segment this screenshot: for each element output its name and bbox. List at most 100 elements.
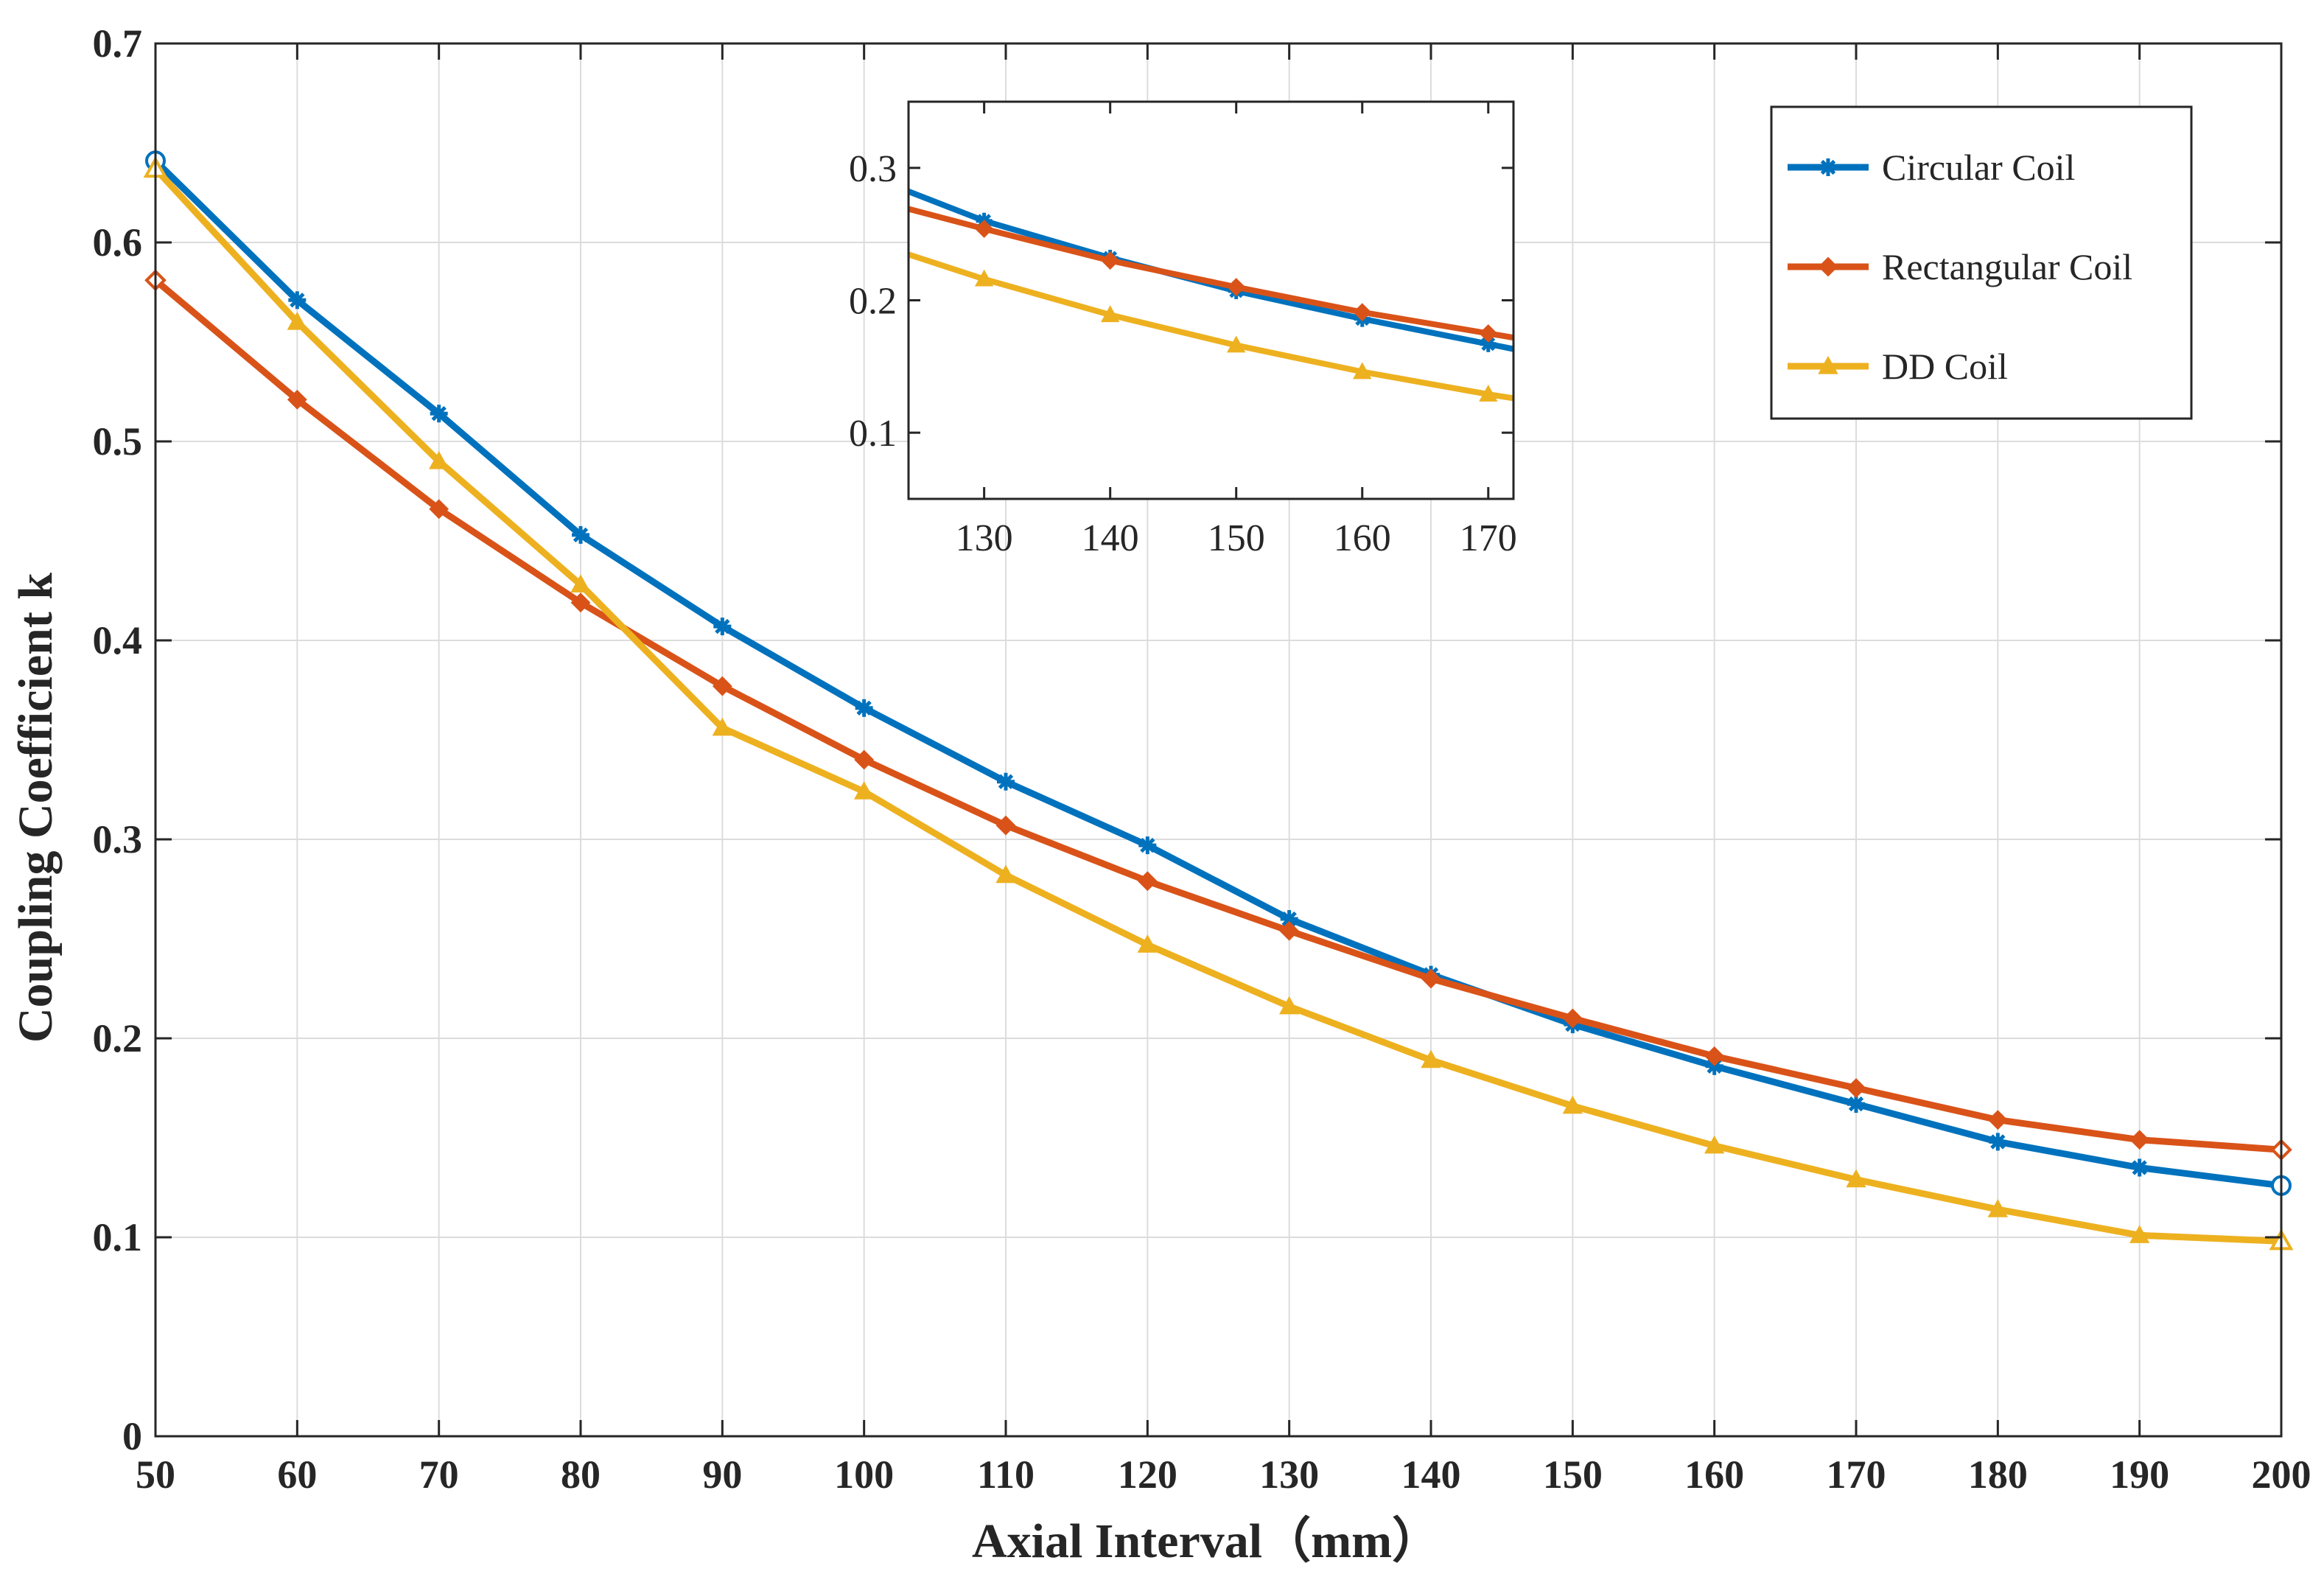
asterisk-marker [430, 405, 448, 423]
asterisk-marker [713, 618, 732, 636]
series-line [153, 158, 2282, 1189]
triangle-marker [428, 450, 449, 469]
triangle-marker [1987, 1199, 2009, 1217]
diamond-marker [1987, 1110, 2008, 1130]
triangle-marker [1704, 1135, 1725, 1154]
asterisk-marker [572, 525, 589, 544]
diamond-marker [2129, 1130, 2150, 1150]
asterisk-marker [1819, 158, 1837, 176]
triangle-marker [570, 574, 591, 592]
asterisk-center [1709, 1061, 1720, 1071]
x-axis-title: Axial Interval（mm） [972, 1514, 1441, 1568]
diamond-marker [1279, 920, 1300, 941]
asterisk-marker [1847, 1095, 1865, 1113]
triangle-marker [1479, 385, 1498, 402]
legend-label: Rectangular Coil [1882, 246, 2132, 287]
main-axes-box [154, 42, 2283, 1438]
x-tick-label: 110 [977, 1452, 1035, 1497]
diamond-marker [1562, 1008, 1583, 1029]
triangle-marker [712, 717, 733, 736]
x-tick-label: 100 [834, 1452, 894, 1497]
y-tick-label: 0.2 [93, 1016, 143, 1060]
x-tick-label: 90 [702, 1452, 742, 1497]
y-tick-label: 0.1 [93, 1215, 143, 1259]
diamond-marker [429, 499, 449, 520]
triangle-marker [287, 311, 308, 330]
asterisk-center [292, 295, 302, 305]
x-tick-label: 160 [1684, 1452, 1744, 1497]
diamond-marker [1101, 251, 1120, 270]
legend-label: Circular Coil [1882, 147, 2075, 188]
inset-y-tick-label: 0.3 [849, 148, 897, 190]
diamond-marker [1818, 256, 1838, 277]
triangle-marker [1562, 1095, 1583, 1114]
asterisk-center [1992, 1136, 2003, 1147]
triangle-marker [1353, 362, 1372, 380]
x-tick-label: 80 [561, 1452, 601, 1497]
asterisk-marker [855, 699, 873, 717]
asterisk-marker [2130, 1158, 2149, 1177]
asterisk-center [1851, 1099, 1861, 1109]
asterisk-marker [288, 291, 307, 310]
y-tick-label: 0.6 [93, 220, 143, 265]
x-tick-label: 70 [419, 1452, 459, 1497]
asterisk-center [1284, 914, 1295, 924]
diamond-marker [1846, 1078, 1866, 1098]
x-tick-label: 130 [1259, 1452, 1319, 1497]
inset-x-tick-label: 140 [1082, 517, 1139, 559]
asterisk-marker [1989, 1133, 2007, 1151]
inset-x-tick-label: 170 [1460, 517, 1517, 559]
diamond-marker [1479, 324, 1498, 343]
y-tick-label: 0 [122, 1414, 142, 1458]
diamond-marker [570, 592, 591, 613]
x-tick-label: 170 [1827, 1452, 1886, 1497]
series-line [153, 277, 2282, 1153]
diamond-marker [995, 815, 1016, 836]
triangle-marker [1421, 1049, 1441, 1069]
diamond-marker [1704, 1046, 1725, 1066]
y-axis-title: Coupling Coefficient k [9, 573, 63, 1043]
inset-plot: 130 140 150 160 170 0.1 0.2 0.3 [849, 100, 1517, 559]
asterisk-center [1001, 777, 1011, 787]
asterisk-center [1483, 339, 1493, 349]
asterisk-center [434, 408, 444, 419]
asterisk-center [1823, 162, 1833, 172]
diamond-marker [712, 676, 732, 696]
x-tick-label: 50 [136, 1452, 175, 1497]
y-tick-label: 0.7 [93, 21, 143, 66]
diamond-marker [1421, 968, 1441, 989]
inset-y-tick-label: 0.1 [849, 413, 897, 455]
x-tick-label: 140 [1401, 1452, 1461, 1497]
x-tick-label: 180 [1968, 1452, 2028, 1497]
legend: Circular Coil Rectangular Coil DD Coil [1770, 105, 2193, 420]
inset-background [909, 102, 1513, 499]
triangle-marker [1846, 1169, 1866, 1188]
diamond-marker [1353, 303, 1372, 322]
asterisk-center [859, 703, 869, 713]
asterisk-center [1142, 840, 1152, 850]
diamond-marker [975, 220, 994, 238]
triangle-marker [1137, 934, 1158, 953]
diamond-marker [1137, 871, 1158, 892]
inset-y-tick-label: 0.2 [849, 281, 897, 323]
triangle-marker [1100, 305, 1120, 323]
y-tick-label: 0.3 [93, 817, 143, 861]
asterisk-center [575, 530, 586, 540]
x-tick-label: 150 [1543, 1452, 1603, 1497]
inset-x-tick-label: 160 [1334, 517, 1391, 559]
triangle-marker [995, 864, 1016, 884]
asterisk-center [2135, 1162, 2145, 1173]
diamond-marker [287, 389, 307, 410]
asterisk-center [717, 621, 727, 632]
x-tick-label: 120 [1118, 1452, 1177, 1497]
asterisk-marker [997, 772, 1015, 791]
x-tick-label: 190 [2110, 1452, 2169, 1497]
triangle-marker [1278, 996, 1300, 1015]
triangle-marker [1227, 335, 1246, 353]
inset-series-group [909, 188, 1513, 402]
asterisk-marker [1138, 836, 1157, 855]
main-plot-area [143, 150, 2294, 1251]
triangle-marker [974, 269, 994, 287]
